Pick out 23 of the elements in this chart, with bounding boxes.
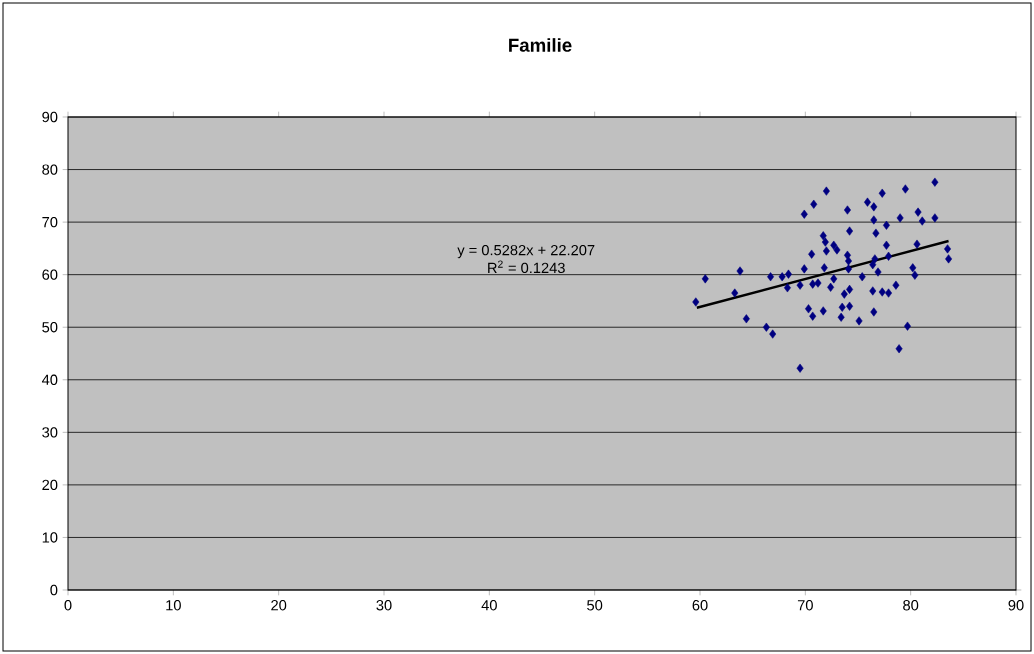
x-tick-label: 80	[903, 600, 919, 611]
x-tick-label: 0	[64, 600, 72, 611]
y-tick-label: 0	[50, 584, 58, 596]
x-tick-label: 40	[481, 600, 497, 611]
x-tick-label: 70	[797, 600, 813, 611]
y-tick-label: 90	[42, 111, 58, 123]
y-tick-label: 10	[42, 532, 58, 543]
x-tick-label: 90	[1008, 600, 1024, 611]
y-tick-label: 80	[42, 164, 58, 175]
annotation: R$^{2}$ = 0.1243	[488, 260, 565, 274]
x-tick-label: 30	[376, 600, 392, 611]
x-tick-label: 10	[166, 600, 181, 611]
x-tick-label: 20	[271, 600, 287, 611]
annotation: y = 0.5282x + 22.207	[457, 244, 595, 259]
y-tick-label: 50	[42, 322, 58, 333]
y-tick-label: 70	[42, 216, 58, 228]
x-tick-label: 60	[692, 600, 708, 611]
chart-title: Familie	[509, 38, 572, 52]
x-tick-label: 50	[587, 600, 603, 611]
y-tick-label: 30	[42, 427, 58, 438]
y-tick-label: 40	[41, 374, 58, 385]
y-tick-label: 20	[42, 479, 58, 491]
y-tick-label: 60	[42, 269, 58, 280]
